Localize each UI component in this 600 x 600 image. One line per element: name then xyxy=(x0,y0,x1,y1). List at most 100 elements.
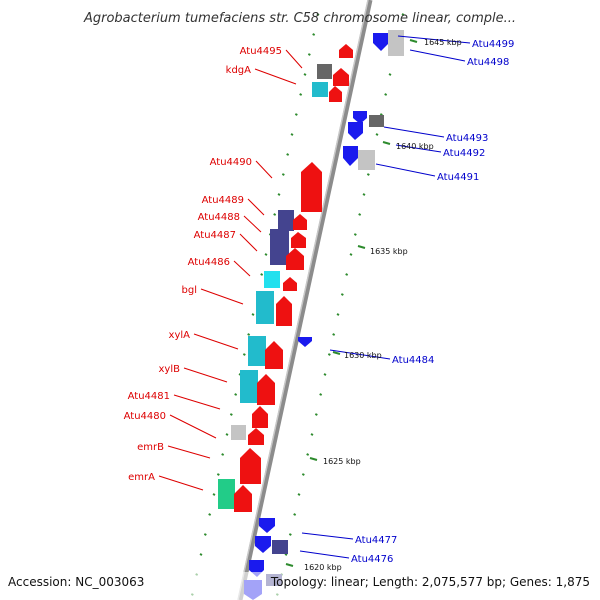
summary-text: Topology: linear; Length: 2,075,577 bp; … xyxy=(270,575,590,589)
tick-mark-left xyxy=(212,493,216,496)
right-gene-label[interactable]: Atu4492 xyxy=(443,148,485,159)
right-gene-label[interactable]: Atu4484 xyxy=(392,355,434,366)
accession-text: Accession: NC_003063 xyxy=(8,575,144,589)
gene-arrow-red-bgl[interactable] xyxy=(276,296,292,326)
gene-arrow-kdga[interactable] xyxy=(333,68,349,86)
tick-mark-right xyxy=(388,73,392,76)
left-gene-label[interactable]: Atu4490 xyxy=(210,157,252,168)
gene-block-atu4487[interactable] xyxy=(270,229,289,265)
tick-mark-right xyxy=(297,493,301,496)
tick-mark-right xyxy=(340,293,344,296)
left-gene-label[interactable]: emrB xyxy=(137,442,164,453)
gene-block-gray-1[interactable] xyxy=(317,64,332,79)
gene-arrow-atu4492[interactable] xyxy=(348,122,363,140)
tick-mark-right xyxy=(362,193,366,196)
right-label-connector xyxy=(301,532,354,540)
right-label-connectors xyxy=(299,35,471,559)
gene-arrow-atu4499[interactable] xyxy=(373,33,389,51)
gene-arrow-emrb[interactable] xyxy=(240,448,261,484)
gene-block-cyan-1[interactable] xyxy=(312,82,328,97)
gene-arrow-atu4484[interactable] xyxy=(298,337,312,347)
gene-arrow-red-small-4[interactable] xyxy=(248,428,264,445)
right-gene-label[interactable]: Atu4499 xyxy=(472,39,514,50)
tick-mark-left xyxy=(286,153,290,156)
tick-label: 1625 kbp xyxy=(323,457,361,466)
major-tick xyxy=(309,457,318,461)
left-label-connector xyxy=(173,394,221,410)
gene-block-atu4498[interactable] xyxy=(388,30,404,56)
right-gene-label[interactable]: Atu4493 xyxy=(446,133,488,144)
tick-mark-left xyxy=(225,433,229,436)
gene-block-emra[interactable] xyxy=(218,479,235,509)
left-gene-label[interactable]: Atu4480 xyxy=(124,411,166,422)
major-tick xyxy=(409,39,418,43)
left-gene-label[interactable]: Atu4486 xyxy=(188,257,230,268)
right-gene-label[interactable]: Atu4476 xyxy=(351,554,393,565)
tick-mark-right xyxy=(288,533,292,536)
gene-arrow-xylb[interactable] xyxy=(257,374,275,405)
gene-arrow-red-small-1[interactable] xyxy=(329,86,342,102)
footer-band xyxy=(0,572,600,600)
tick-mark-left xyxy=(316,13,320,16)
left-label-connector xyxy=(183,367,228,383)
left-gene-label[interactable]: Atu4488 xyxy=(198,212,240,223)
right-label-connector xyxy=(299,550,350,559)
left-gene-label[interactable]: xylA xyxy=(169,330,191,341)
gene-block-xylb[interactable] xyxy=(240,370,258,403)
gene-block-cyan-2[interactable] xyxy=(264,271,280,288)
right-label-connector xyxy=(395,144,442,153)
gene-arrow-atu4481[interactable] xyxy=(252,406,268,428)
left-gene-label[interactable]: emrA xyxy=(128,472,155,483)
left-gene-label[interactable]: bgl xyxy=(182,285,197,296)
gene-arrow-atu4488[interactable] xyxy=(293,214,307,230)
tick-mark-left xyxy=(312,33,316,36)
tick-label: 1645 kbp xyxy=(424,38,462,47)
map-title: Agrobacterium tumefaciens str. C58 chrom… xyxy=(83,11,516,26)
right-gene-label[interactable]: Atu4477 xyxy=(355,535,397,546)
left-gene-label[interactable]: Atu4481 xyxy=(128,391,170,402)
gene-arrow-emra[interactable] xyxy=(234,485,252,512)
gene-block-atu4491[interactable] xyxy=(358,150,375,170)
gene-block-xyla[interactable] xyxy=(248,336,266,366)
tick-mark-right xyxy=(293,513,297,516)
tick-mark-left xyxy=(273,213,277,216)
left-label-connector xyxy=(239,233,258,252)
gene-arrow-atu4490[interactable] xyxy=(301,162,322,212)
left-gene-label[interactable]: Atu4495 xyxy=(240,46,282,57)
tick-mark-left xyxy=(290,133,294,136)
tick-mark-right xyxy=(401,13,405,16)
gene-arrow-blue-small-1[interactable] xyxy=(353,111,367,124)
left-gene-label[interactable]: xylB xyxy=(159,364,181,375)
gene-arrow-red-small-3[interactable] xyxy=(283,277,297,291)
gene-arrow-atu4486[interactable] xyxy=(286,248,304,270)
left-gene-label[interactable]: Atu4489 xyxy=(202,195,244,206)
gene-arrow-atu4477[interactable] xyxy=(259,518,275,533)
gene-arrow-blue-small-3[interactable] xyxy=(255,536,271,553)
left-gene-label[interactable]: Atu4487 xyxy=(194,230,236,241)
right-label-connector xyxy=(397,35,471,44)
gene-block-atu4476[interactable] xyxy=(272,540,288,554)
tick-mark-left xyxy=(242,353,246,356)
right-gene-labels: Atu4499 Atu4498 Atu4493 Atu4492 Atu4491 Atu44… xyxy=(351,39,514,565)
gene-arrow-blue-small-2[interactable] xyxy=(343,146,358,166)
right-gene-label[interactable]: Atu4498 xyxy=(467,57,509,68)
major-tick xyxy=(357,245,366,249)
chromosome-backbone xyxy=(237,0,373,600)
major-tick xyxy=(285,563,294,567)
tick-mark-left xyxy=(234,393,238,396)
left-label-connector xyxy=(158,475,204,491)
right-gene-label[interactable]: Atu4491 xyxy=(437,172,479,183)
right-label-connector xyxy=(383,126,445,138)
left-label-connector xyxy=(247,198,265,216)
gene-block-atu4493[interactable] xyxy=(369,115,384,127)
gene-arrow-atu4495[interactable] xyxy=(339,44,353,58)
gene-block-atu4489[interactable] xyxy=(278,210,294,231)
gene-block-atu4480[interactable] xyxy=(231,425,246,440)
tick-mark-right xyxy=(314,413,318,416)
gene-block-bgl[interactable] xyxy=(256,291,274,324)
gene-arrow-red-small-2[interactable] xyxy=(291,232,306,248)
gene-arrow-xyla[interactable] xyxy=(265,341,283,369)
left-gene-label[interactable]: kdgA xyxy=(226,65,251,76)
